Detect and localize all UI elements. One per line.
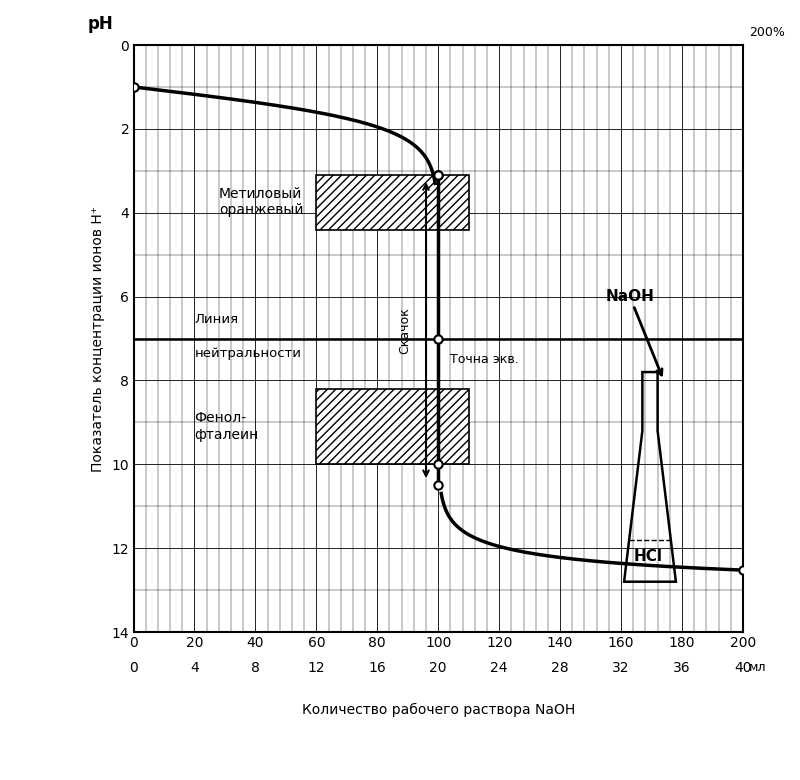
Text: 12: 12 <box>307 661 325 675</box>
Text: 20: 20 <box>430 661 447 675</box>
Text: 200%: 200% <box>749 26 785 39</box>
Text: pH: pH <box>88 16 114 34</box>
Text: Скачок: Скачок <box>398 307 411 353</box>
Text: 28: 28 <box>551 661 569 675</box>
Text: Точна экв.: Точна экв. <box>450 353 519 366</box>
Text: 40: 40 <box>734 661 752 675</box>
Text: 24: 24 <box>490 661 508 675</box>
Text: HCl: HCl <box>634 549 663 564</box>
Text: 0: 0 <box>129 661 138 675</box>
Text: 32: 32 <box>612 661 630 675</box>
Text: 4: 4 <box>190 661 199 675</box>
Bar <box>316 389 469 464</box>
Text: Количество рабочего раствора NaOH: Количество рабочего раствора NaOH <box>302 703 575 717</box>
Text: мл: мл <box>749 661 766 675</box>
Text: 16: 16 <box>368 661 386 675</box>
Text: нейтральности: нейтральности <box>194 346 302 360</box>
Text: NaOH: NaOH <box>606 289 654 304</box>
Bar <box>316 175 469 229</box>
Y-axis label: Показатель концентрации ионов H⁺: Показатель концентрации ионов H⁺ <box>90 205 105 472</box>
Text: Линия: Линия <box>194 313 238 326</box>
Text: 8: 8 <box>251 661 260 675</box>
Text: Фенол-
фталеин: Фенол- фталеин <box>194 412 258 441</box>
Text: Метиловый
оранжевый: Метиловый оранжевый <box>219 187 303 218</box>
Text: 36: 36 <box>673 661 690 675</box>
